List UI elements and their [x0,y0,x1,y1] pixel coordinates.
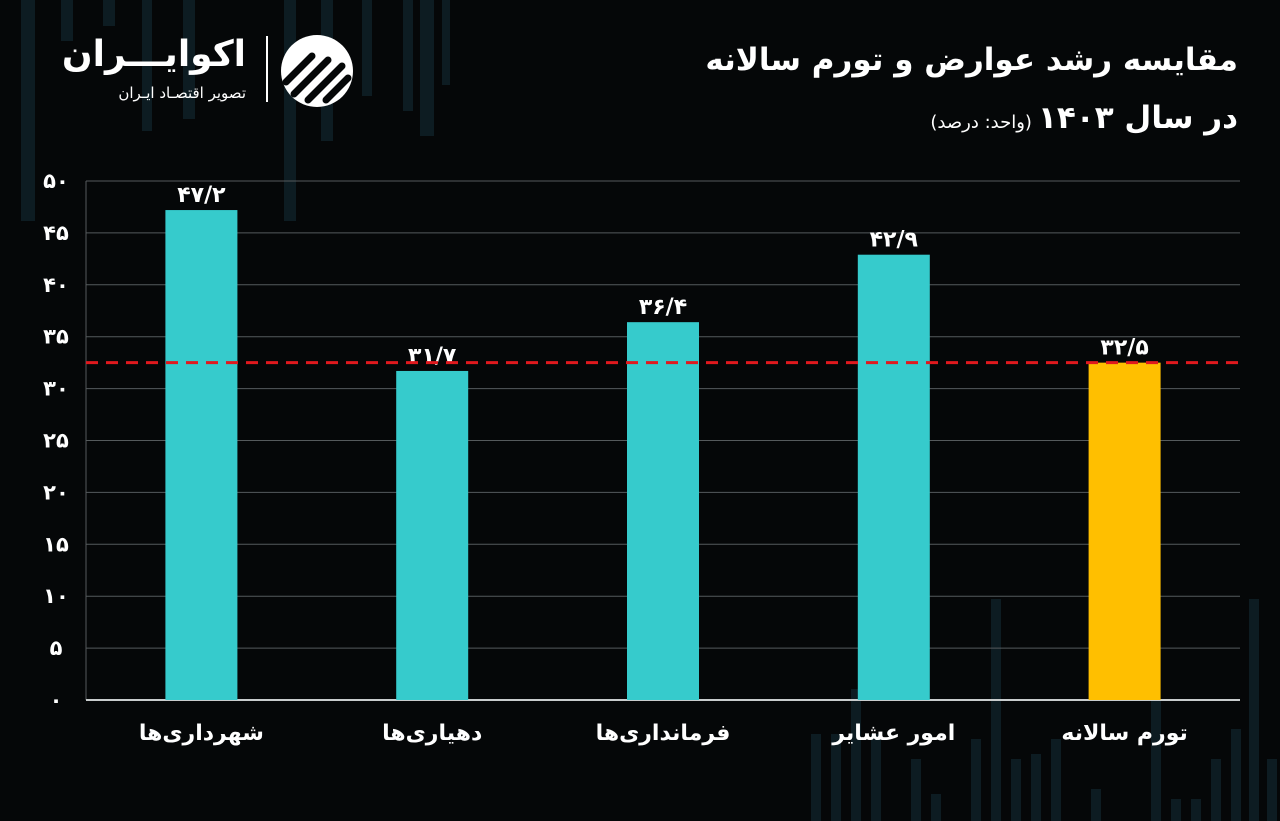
x-category-label: شهرداری‌ها [139,721,264,746]
y-tick-label: ۴۰ [43,273,69,297]
y-tick-label: ۱۵ [43,532,69,556]
chart-subtitle-row: در سال ۱۴۰۳(واحد: درصد) [538,96,1238,145]
bar-value-label: ۳۲/۵ [1100,336,1148,361]
brand-logo: اکوایـــران تصویر اقتصـاد ایـران [48,30,353,110]
bar-value-label: ۴۷/۲ [177,183,226,208]
unit-note: (واحد: درصد) [930,112,1032,133]
y-tick-label: ۳۰ [43,377,69,401]
bar-value-label: ۴۲/۹ [870,228,918,253]
bar [1088,362,1161,700]
brand-mark-icon [281,35,353,107]
y-tick-label: ۵ [50,636,63,660]
brand-tagline: تصویر اقتصـاد ایـران [118,84,246,102]
y-tick-label: ۳۵ [43,325,69,349]
bar [857,254,930,700]
bar [627,322,699,700]
chart-title: مقایسه رشد عوارض و تورم سالانه [705,42,1238,78]
x-category-label: دهیاری‌ها [382,721,482,746]
header: اکوایـــران تصویر اقتصـاد ایـران مقایسه … [0,0,1280,150]
y-tick-label: ۰ [50,688,63,712]
bar [396,370,469,700]
x-category-label: تورم سالانه [1061,721,1187,746]
chart-subtitle: در سال ۱۴۰۳ [1037,100,1238,136]
x-category-label: فرمانداری‌ها [596,721,731,746]
y-tick-label: ۴۵ [43,221,69,245]
y-tick-label: ۲۰ [43,480,69,504]
bar-value-label: ۳۶/۴ [639,295,687,320]
y-tick-label: ۵۰ [43,169,69,193]
x-category-label: امور عشایر [831,721,955,746]
y-tick-label: ۱۰ [43,584,69,608]
logo-divider [266,36,268,102]
brand-name: اکوایـــران [61,34,246,75]
y-tick-label: ۲۵ [43,429,69,453]
bar [165,210,238,700]
bar-value-label: ۳۱/۷ [408,344,457,369]
